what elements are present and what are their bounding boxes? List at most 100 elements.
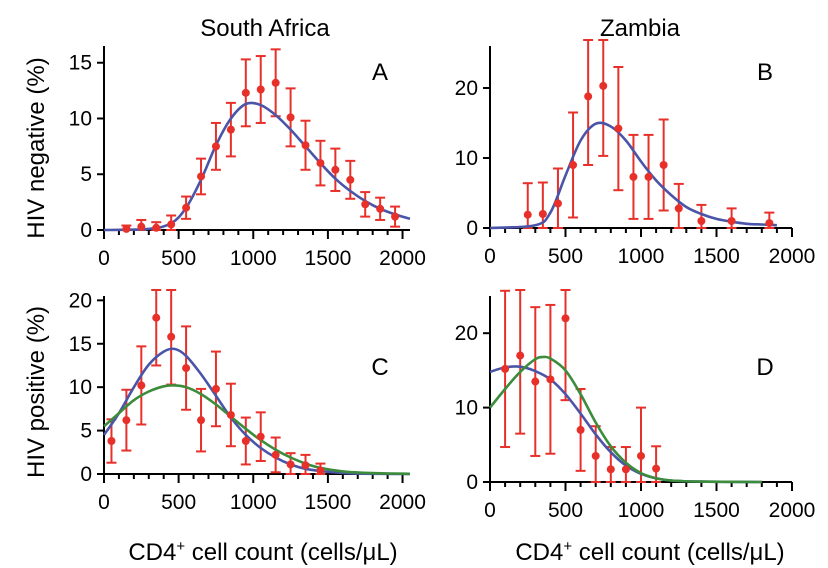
x-tick-label: 1000 (230, 491, 277, 514)
data-point (546, 375, 555, 384)
data-point (538, 210, 547, 218)
y-tick-label: 0 (80, 219, 92, 242)
x-tick-label: 500 (548, 499, 583, 522)
data-point (629, 172, 638, 181)
data-point (152, 313, 161, 322)
panel-b: 0 10 20 0 500 1000 1500 2000 B (455, 39, 816, 268)
data-point (182, 364, 191, 373)
y-tick-label: 20 (455, 77, 478, 100)
data-point (674, 204, 683, 213)
data-point (182, 203, 191, 212)
x-tick-label: 2000 (769, 245, 816, 268)
data-point (122, 224, 131, 233)
data-point (286, 113, 295, 122)
data-point (523, 210, 532, 219)
y-tick-label: 0 (80, 463, 92, 486)
data-point (211, 384, 220, 393)
data-point (346, 175, 355, 184)
data-point (301, 461, 310, 470)
x-tick-label: 1000 (618, 245, 665, 268)
x-axis-label-right: CD4+ cell count (cells/μL) (515, 538, 784, 566)
data-point (516, 351, 525, 360)
data-point (599, 81, 608, 90)
data-point (652, 464, 661, 473)
data-point (256, 432, 265, 441)
data-point (361, 200, 370, 209)
data-point (226, 410, 235, 419)
data-point (271, 78, 280, 87)
data-point (606, 465, 615, 474)
y-tick-label: 15 (69, 333, 92, 356)
data-point (331, 165, 340, 174)
y-tick-label: 10 (455, 397, 478, 420)
x-tick-label: 1500 (305, 491, 352, 514)
fit-curve-green (488, 355, 762, 484)
y-tick-label: 0 (466, 471, 478, 494)
panel-d: 0 10 20 0 500 1000 1500 2000 D (455, 289, 816, 522)
panel-letter: D (756, 354, 773, 381)
data-point (614, 124, 623, 133)
y-tick-label: 10 (455, 147, 478, 170)
x-tick-label: 1500 (305, 247, 352, 270)
y-tick-label: 5 (80, 163, 92, 186)
y-tick-label: 0 (466, 217, 478, 240)
x-tick-label: 0 (484, 245, 496, 268)
data-point (553, 199, 562, 208)
data-point (376, 204, 385, 213)
data-point (591, 451, 600, 460)
data-point (226, 125, 235, 134)
x-tick-label: 1000 (618, 499, 665, 522)
panel-letter: B (757, 59, 773, 86)
data-point (727, 217, 736, 225)
row-label-hiv-positive: HIV positive (%) (23, 306, 50, 478)
x-tick-label: 2000 (769, 499, 816, 522)
data-point (197, 416, 206, 425)
data-point (122, 416, 131, 425)
y-tick-label: 15 (69, 52, 92, 75)
panel-letter: C (371, 354, 388, 381)
data-point (637, 451, 645, 460)
data-point (644, 172, 653, 181)
row-label-hiv-negative: HIV negative (%) (23, 57, 50, 238)
y-tick-label: 20 (455, 322, 478, 345)
x-tick-label: 2000 (379, 491, 426, 514)
x-axis-label-left: CD4+ cell count (cells/μL) (128, 538, 397, 566)
col-title-zambia: Zambia (600, 15, 681, 42)
data-point (765, 219, 774, 228)
data-point (271, 450, 280, 459)
data-point (167, 332, 176, 341)
data-point (241, 437, 250, 446)
y-tick-label: 10 (69, 376, 92, 399)
x-tick-label: 2000 (379, 247, 426, 270)
x-tick-label: 500 (548, 245, 583, 268)
y-tick-label: 20 (69, 289, 92, 312)
panel-letter: A (372, 59, 388, 86)
x-tick-label: 0 (484, 499, 496, 522)
panel-a: 0 5 10 15 0 500 1000 1500 2000 A (69, 46, 426, 270)
data-point (286, 460, 295, 469)
x-tick-label: 1000 (230, 247, 277, 270)
y-tick-label: 5 (80, 420, 92, 443)
col-title-south-africa: South Africa (200, 15, 330, 42)
x-tick-label: 1500 (693, 245, 740, 268)
y-tick-label: 10 (69, 107, 92, 130)
data-point (167, 220, 176, 229)
fit-curve-blue (489, 365, 762, 484)
x-tick-label: 500 (161, 247, 196, 270)
data-point (107, 437, 116, 446)
data-point (211, 142, 220, 151)
panel-c: 0 5 10 15 20 0 500 1000 1500 2000 C (69, 289, 426, 514)
x-tick-label: 1500 (693, 499, 740, 522)
data-point (197, 172, 206, 181)
data-point (569, 161, 578, 169)
data-point (697, 217, 706, 225)
data-point (137, 381, 146, 390)
data-point (241, 88, 250, 97)
data-point (256, 85, 265, 94)
x-tick-label: 0 (98, 491, 110, 514)
x-tick-label: 0 (98, 247, 110, 270)
data-point (501, 364, 510, 373)
data-point (316, 159, 325, 168)
data-point (659, 161, 668, 169)
